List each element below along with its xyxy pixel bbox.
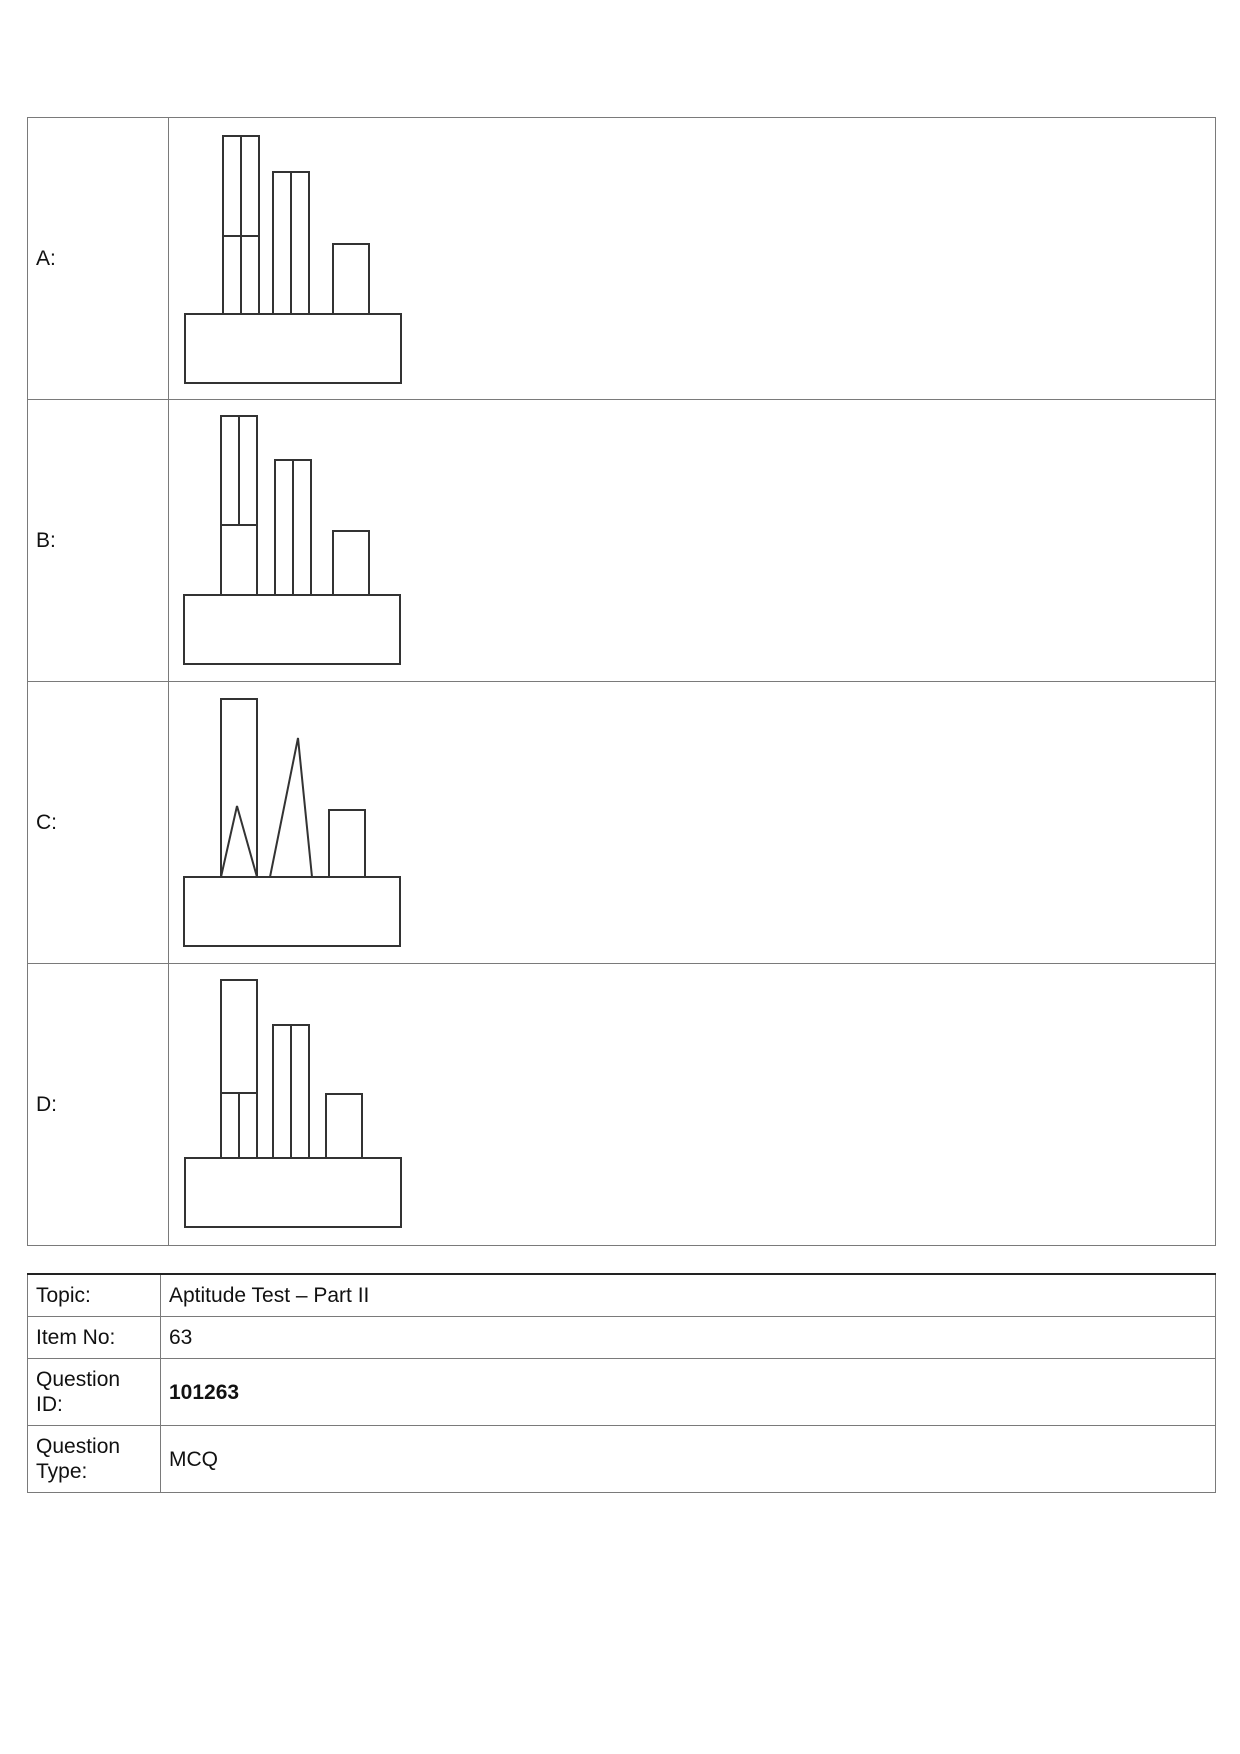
topic-value: Aptitude Test – Part II [160, 1273, 1216, 1317]
item-no-value: 63 [160, 1316, 1216, 1359]
question-info-table: Topic: Aptitude Test – Part II Item No: … [27, 1273, 1216, 1493]
question-type-value: MCQ [160, 1425, 1216, 1493]
option-d-figure [184, 979, 402, 1228]
item-no-label: Item No: [27, 1316, 161, 1359]
topic-row: Topic: Aptitude Test – Part II [27, 1273, 1216, 1317]
option-c-figure [183, 698, 401, 947]
option-label: A: [27, 117, 169, 400]
option-figure-cell [168, 117, 1216, 400]
option-row-b: B: [27, 399, 1216, 682]
question-type-label: Question Type: [27, 1425, 161, 1493]
options-table: A: B: [27, 117, 1216, 1246]
option-row-a: A: [27, 117, 1216, 400]
question-type-row: Question Type: MCQ [27, 1425, 1216, 1493]
option-row-c: C: [27, 681, 1216, 964]
option-figure-cell [168, 681, 1216, 964]
option-label: B: [27, 399, 169, 682]
item-no-row: Item No: 63 [27, 1316, 1216, 1359]
option-row-d: D: [27, 963, 1216, 1246]
question-id-row: Question ID: 101263 [27, 1358, 1216, 1426]
option-b-figure [183, 415, 401, 665]
option-a-figure [184, 135, 402, 384]
option-label: D: [27, 963, 169, 1246]
question-id-label: Question ID: [27, 1358, 161, 1426]
option-figure-cell [168, 399, 1216, 682]
option-label: C: [27, 681, 169, 964]
topic-label: Topic: [27, 1273, 161, 1317]
question-id-value: 101263 [160, 1358, 1216, 1426]
option-figure-cell [168, 963, 1216, 1246]
